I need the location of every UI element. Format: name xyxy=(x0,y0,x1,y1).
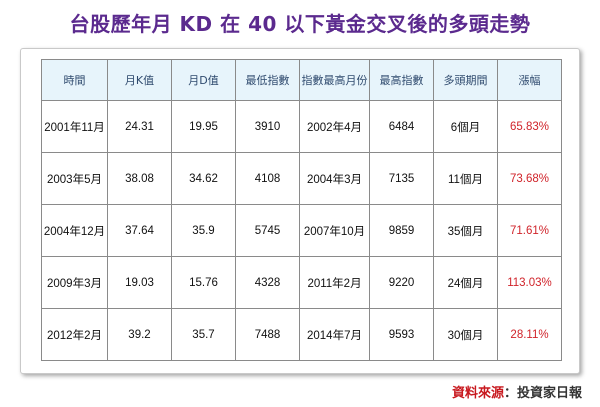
cell-time: 2012年2月 xyxy=(41,308,108,361)
cell-monthly-k: 37.64 xyxy=(107,204,172,257)
page-title: 台股歷年月 KD 在 40 以下黃金交叉後的多頭走勢 xyxy=(69,12,531,36)
cell-time: 2001年11月 xyxy=(41,100,108,153)
cell-highest-index: 9859 xyxy=(369,204,434,257)
source-value: 投資家日報 xyxy=(516,386,582,401)
column-header-monthly-d: 月D值 xyxy=(171,59,236,101)
cell-highest-index: 9220 xyxy=(369,256,434,309)
cell-monthly-d: 15.76 xyxy=(171,256,236,309)
column-header-peak-month: 指數最高月份 xyxy=(299,59,370,101)
kd-table: 時間 月K值 月D值 最低指數 指數最高月份 最高指數 多頭期間 漲幅 2001… xyxy=(41,59,562,361)
cell-gain: 113.03% xyxy=(497,256,562,309)
table-card: 時間 月K值 月D值 最低指數 指數最高月份 最高指數 多頭期間 漲幅 2001… xyxy=(20,48,580,374)
column-header-time: 時間 xyxy=(41,59,108,101)
source-colon: ： xyxy=(503,386,517,401)
cell-highest-index: 9593 xyxy=(369,308,434,361)
table-header-row: 時間 月K值 月D值 最低指數 指數最高月份 最高指數 多頭期間 漲幅 xyxy=(41,59,562,101)
table-row: 2003年5月 38.08 34.62 4108 2004年3月 7135 11… xyxy=(41,152,562,205)
cell-monthly-k: 19.03 xyxy=(107,256,172,309)
table-row: 2012年2月 39.2 35.7 7488 2014年7月 9593 30個月… xyxy=(41,308,562,361)
cell-bull-duration: 35個月 xyxy=(433,204,498,257)
cell-peak-month: 2002年4月 xyxy=(299,100,370,153)
cell-bull-duration: 6個月 xyxy=(433,100,498,153)
cell-monthly-d: 35.7 xyxy=(171,308,236,361)
column-header-highest-index: 最高指數 xyxy=(369,59,434,101)
cell-monthly-k: 38.08 xyxy=(107,152,172,205)
cell-time: 2004年12月 xyxy=(41,204,108,257)
cell-peak-month: 2011年2月 xyxy=(299,256,370,309)
cell-lowest-index: 4328 xyxy=(235,256,300,309)
cell-lowest-index: 5745 xyxy=(235,204,300,257)
cell-monthly-d: 34.62 xyxy=(171,152,236,205)
table-row: 2001年11月 24.31 19.95 3910 2002年4月 6484 6… xyxy=(41,100,562,153)
source-note: 資料來源：投資家日報 xyxy=(452,382,582,401)
cell-highest-index: 7135 xyxy=(369,152,434,205)
cell-peak-month: 2007年10月 xyxy=(299,204,370,257)
cell-monthly-k: 24.31 xyxy=(107,100,172,153)
cell-bull-duration: 11個月 xyxy=(433,152,498,205)
cell-bull-duration: 30個月 xyxy=(433,308,498,361)
cell-monthly-d: 35.9 xyxy=(171,204,236,257)
cell-lowest-index: 3910 xyxy=(235,100,300,153)
cell-peak-month: 2004年3月 xyxy=(299,152,370,205)
column-header-lowest-index: 最低指數 xyxy=(235,59,300,101)
table-row: 2004年12月 37.64 35.9 5745 2007年10月 9859 3… xyxy=(41,204,562,257)
cell-bull-duration: 24個月 xyxy=(433,256,498,309)
column-header-monthly-k: 月K值 xyxy=(107,59,172,101)
cell-monthly-k: 39.2 xyxy=(107,308,172,361)
cell-gain: 28.11% xyxy=(497,308,562,361)
table-row: 2009年3月 19.03 15.76 4328 2011年2月 9220 24… xyxy=(41,256,562,309)
cell-highest-index: 6484 xyxy=(369,100,434,153)
cell-time: 2009年3月 xyxy=(41,256,108,309)
cell-gain: 73.68% xyxy=(497,152,562,205)
cell-lowest-index: 7488 xyxy=(235,308,300,361)
cell-time: 2003年5月 xyxy=(41,152,108,205)
cell-peak-month: 2014年7月 xyxy=(299,308,370,361)
column-header-bull-duration: 多頭期間 xyxy=(433,59,498,101)
column-header-gain: 漲幅 xyxy=(497,59,562,101)
cell-monthly-d: 19.95 xyxy=(171,100,236,153)
cell-gain: 65.83% xyxy=(497,100,562,153)
cell-gain: 71.61% xyxy=(497,204,562,257)
cell-lowest-index: 4108 xyxy=(235,152,300,205)
source-label: 資料來源 xyxy=(451,386,504,401)
